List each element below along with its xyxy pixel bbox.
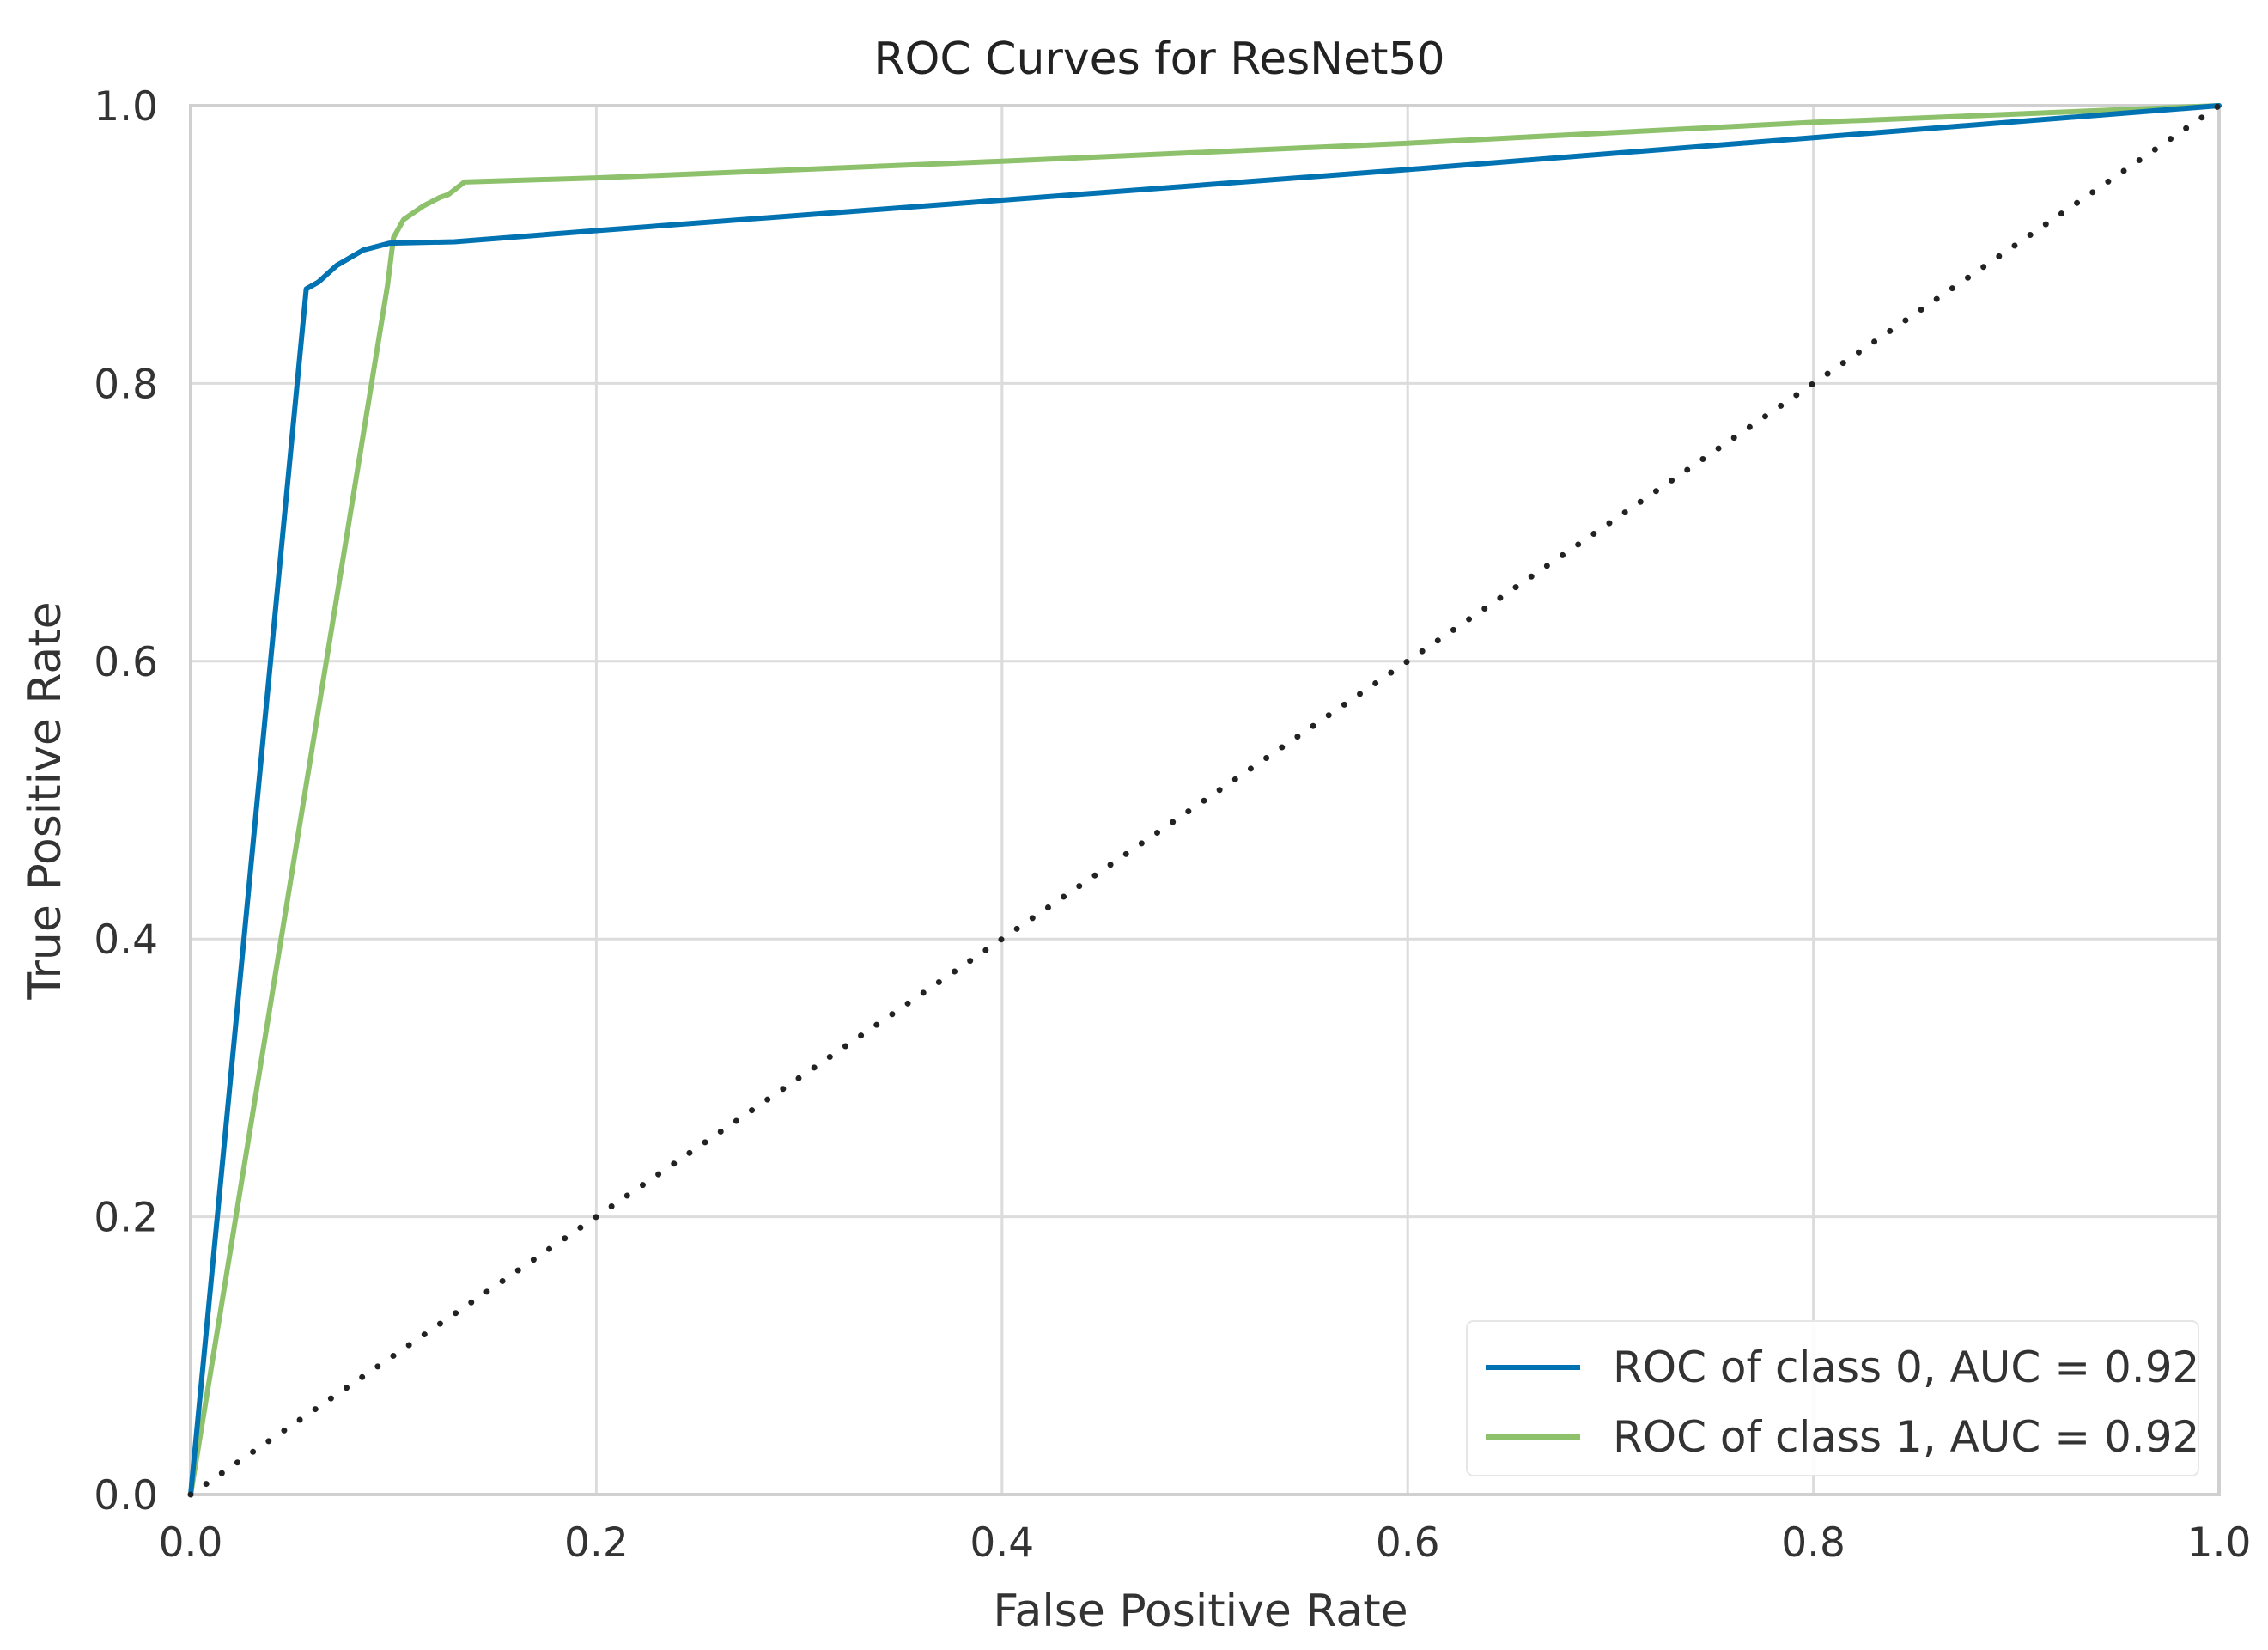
x-tick-label: 0.8 [1781, 1519, 1845, 1567]
x-tick-label: 0.0 [159, 1519, 223, 1567]
y-axis-title: True Positive Rate [20, 601, 71, 1000]
y-tick-label: 0.8 [94, 361, 158, 408]
chart-title: ROC Curves for ResNet50 [873, 33, 1444, 85]
legend-label: ROC of class 1, AUC = 0.92 [1613, 1412, 2199, 1462]
legend-label: ROC of class 0, AUC = 0.92 [1613, 1343, 2199, 1392]
series-layer [187, 102, 2222, 1498]
x-tick-label: 0.6 [1376, 1519, 1440, 1567]
x-axis-title: False Positive Rate [993, 1586, 1408, 1637]
chance-diagonal-line [187, 102, 2222, 1498]
y-tick-label: 0.2 [94, 1195, 158, 1242]
roc-series-line-1 [188, 103, 2222, 1497]
tick-labels: 0.0 0.2 0.4 0.6 0.8 1.0 0.0 0.2 0.4 0.6 0.8 1.0 [94, 83, 2251, 1567]
x-tick-label: 0.4 [970, 1519, 1034, 1567]
y-tick-label: 0.6 [94, 639, 158, 686]
y-tick-label: 0.0 [94, 1472, 158, 1519]
plot-frame [189, 104, 2221, 1496]
y-tick-label: 0.4 [94, 916, 158, 964]
roc-series-line-0 [188, 103, 2222, 1497]
legend: ROC of class 0, AUC = 0.92 ROC of class 1… [1466, 1320, 2199, 1476]
y-tick-label: 1.0 [94, 83, 158, 131]
legend-box [1466, 1320, 2199, 1476]
x-tick-label: 0.2 [564, 1519, 629, 1567]
x-tick-label: 1.0 [2187, 1519, 2252, 1567]
